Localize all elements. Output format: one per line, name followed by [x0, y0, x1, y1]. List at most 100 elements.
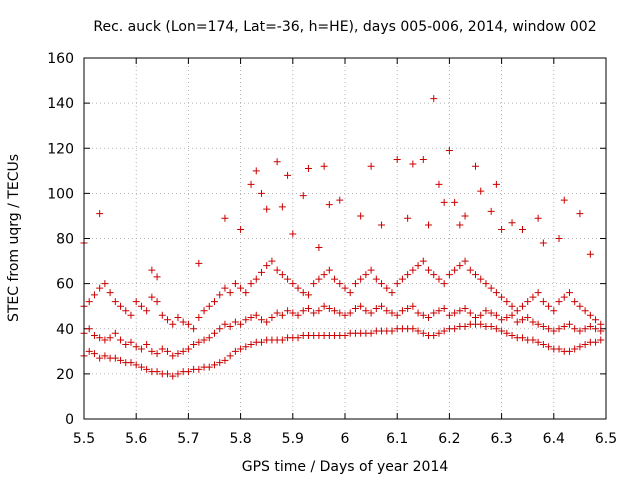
data-point [278, 311, 286, 319]
x-tick-label: 6.3 [490, 431, 512, 447]
data-point [153, 368, 161, 376]
data-point [565, 320, 573, 328]
data-point [539, 341, 547, 349]
data-point [445, 147, 453, 155]
data-point [555, 298, 563, 306]
data-point [320, 302, 328, 310]
data-point [430, 95, 438, 103]
data-point [498, 293, 506, 301]
data-point [419, 311, 427, 319]
data-point [111, 354, 119, 362]
data-point [85, 347, 93, 355]
x-axis-label: GPS time / Days of year 2014 [242, 459, 449, 475]
data-point [263, 318, 271, 326]
data-point [378, 302, 386, 310]
data-point [451, 198, 459, 206]
data-point [310, 309, 318, 317]
axis-ticks: 5.5 5.6 5.7 5.8 5.9 6 6.1 6.2 6.3 6.4 6.5 0 20 40 60 80… [47, 51, 617, 447]
x-tick-label: 6.1 [386, 431, 408, 447]
data-point [153, 298, 161, 306]
data-point [555, 325, 563, 333]
data-point [534, 320, 542, 328]
data-point [221, 214, 229, 222]
data-point [581, 341, 589, 349]
data-point [487, 207, 495, 215]
data-point [205, 302, 213, 310]
data-point [184, 320, 192, 328]
data-point [440, 327, 448, 335]
data-point [461, 212, 469, 220]
data-point [174, 370, 182, 378]
data-point [513, 307, 521, 315]
data-point [425, 221, 433, 229]
data-point [487, 322, 495, 330]
data-point [184, 345, 192, 353]
data-point [164, 316, 172, 324]
data-point [592, 338, 600, 346]
data-point [398, 275, 406, 283]
data-point [169, 352, 177, 360]
data-point [195, 365, 203, 373]
data-point [273, 158, 281, 166]
data-point [472, 313, 479, 321]
data-point [451, 266, 459, 274]
data-point [472, 162, 479, 170]
data-point [445, 271, 453, 279]
data-point [273, 309, 281, 317]
data-point [247, 341, 255, 349]
data-point [101, 280, 109, 288]
data-point [346, 309, 354, 317]
data-point [581, 325, 589, 333]
data-point [132, 298, 140, 306]
y-tick-label: 160 [47, 51, 74, 67]
data-point [367, 266, 375, 274]
data-point [498, 316, 506, 324]
x-tick-label: 5.9 [282, 431, 304, 447]
x-tick-label: 6 [341, 431, 350, 447]
data-point [158, 345, 166, 353]
data-point [545, 325, 553, 333]
x-tick-label: 6.2 [438, 431, 460, 447]
data-point [117, 356, 125, 364]
data-point [518, 334, 526, 342]
data-point [534, 338, 542, 346]
data-point [419, 156, 427, 164]
data-point [592, 325, 600, 333]
data-point [393, 311, 401, 319]
data-point [304, 304, 312, 312]
data-point [503, 329, 511, 337]
data-point [315, 244, 323, 252]
data-point [127, 311, 135, 319]
data-point [331, 275, 339, 283]
data-point [336, 280, 344, 288]
data-point [164, 347, 172, 355]
data-point [529, 318, 537, 326]
data-point [456, 262, 464, 270]
data-point [576, 327, 584, 335]
data-point [362, 307, 370, 315]
data-point [325, 266, 333, 274]
x-tick-label: 5.6 [125, 431, 147, 447]
y-tick-label: 80 [56, 232, 74, 248]
data-point [231, 318, 239, 326]
data-point [440, 280, 448, 288]
data-point [320, 162, 328, 170]
data-point [226, 322, 234, 330]
data-point [362, 271, 370, 279]
data-point [508, 302, 516, 310]
data-point [586, 311, 594, 319]
data-point [231, 347, 239, 355]
data-point [357, 275, 365, 283]
data-point [560, 196, 568, 204]
data-point [597, 327, 605, 335]
data-point [435, 307, 443, 315]
data-point [164, 370, 172, 378]
data-point [200, 336, 208, 344]
data-point [545, 302, 553, 310]
data-point [351, 304, 359, 312]
data-point [336, 309, 344, 317]
data-point [529, 293, 537, 301]
data-point [184, 368, 192, 376]
data-point [357, 212, 365, 220]
